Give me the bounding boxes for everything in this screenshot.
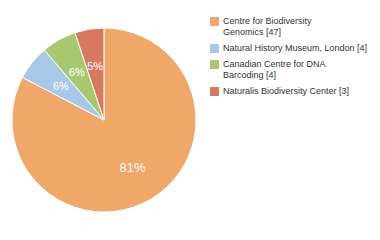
html-text:Barcoding [4]: Barcoding [4] bbox=[223, 70, 276, 80]
svg-text:5%: 5% bbox=[87, 60, 103, 72]
svg-text:6%: 6% bbox=[69, 66, 85, 78]
svg-text:81%: 81% bbox=[120, 160, 146, 175]
svg-text:6%: 6% bbox=[53, 80, 69, 92]
html-text:Naturalis Biodiversity Center: Naturalis Biodiversity Center [3] bbox=[223, 86, 350, 96]
html-text:Centre for Biodiversity: Centre for Biodiversity bbox=[223, 16, 312, 26]
html-text:Genomics [47]: Genomics [47] bbox=[223, 27, 281, 37]
html-text:Canadian Centre for DNA: Canadian Centre for DNA bbox=[223, 59, 326, 69]
html-text:Natural History Museum, London: Natural History Museum, London [4] bbox=[223, 43, 368, 53]
